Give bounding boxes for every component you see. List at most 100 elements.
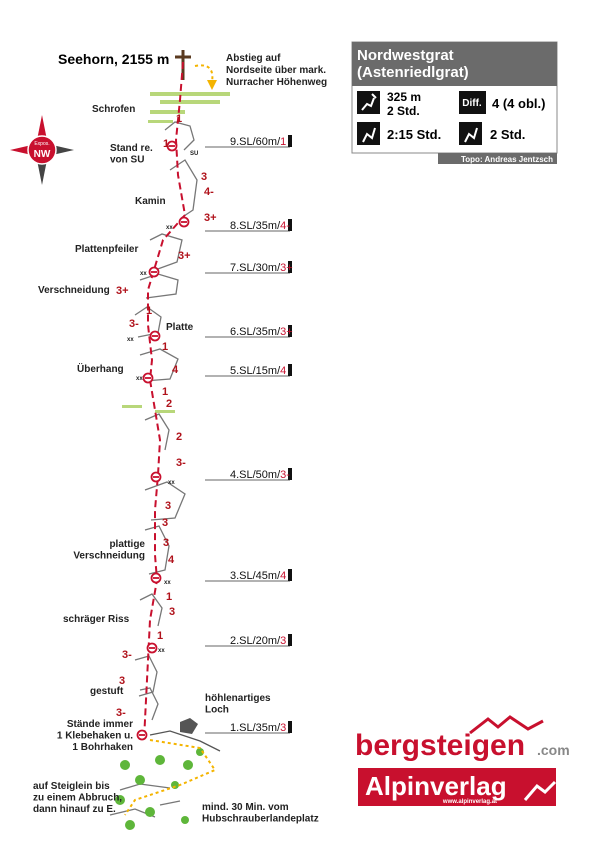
descent-note: Abstieg auf xyxy=(226,53,281,64)
feature-label: auf Steiglein bis xyxy=(33,781,110,792)
route xyxy=(143,61,187,741)
feature-label: Stand re. xyxy=(110,143,153,154)
pitch-label: 8.SL/35m/4- xyxy=(230,220,290,232)
pitch-bar xyxy=(288,364,292,376)
pitch-grade: 1 xyxy=(280,136,286,148)
anchor: xx xyxy=(136,376,143,382)
grade: 3 xyxy=(169,606,175,618)
route-title: (Astenriedlgrat) xyxy=(357,64,469,81)
pitch-grade: 4- xyxy=(280,220,290,232)
pitch-label: 5.SL/15m/4 xyxy=(230,365,286,377)
anchor: SU xyxy=(190,151,198,157)
feature-label: 1 Klebehaken u. xyxy=(57,731,133,742)
grade: 3- xyxy=(129,318,139,330)
feature-label: Plattenpfeiler xyxy=(75,244,138,255)
descent-arrow xyxy=(194,64,214,83)
summit-name: Seehorn, 2155 m xyxy=(58,51,169,67)
approach-path xyxy=(124,739,217,816)
feature-label: Überhang xyxy=(77,362,124,375)
compass-direction: NW xyxy=(34,149,51,160)
grade: 1 xyxy=(157,630,163,642)
grade: 3+ xyxy=(204,212,217,224)
feature-label: Hubschrauberlandeplatz xyxy=(202,814,319,825)
feature-label: Verschneidung xyxy=(73,551,145,562)
feature-label: 1 Bohrhaken xyxy=(72,742,133,753)
grade: 3- xyxy=(176,457,186,469)
grade: 3 xyxy=(162,517,168,529)
anchor: xx xyxy=(127,337,134,343)
pitch-label: 4.SL/50m/3- xyxy=(230,469,290,481)
feature-label: Stände immer xyxy=(67,719,133,730)
grade: 1 xyxy=(162,341,168,353)
pitch-label: 2.SL/20m/3 xyxy=(230,635,286,647)
pitch-length: 1.SL/35m/ xyxy=(230,722,281,734)
pitch-length: 2.SL/20m/ xyxy=(230,635,281,647)
pitch-bar xyxy=(288,721,292,733)
pitch-label: 3.SL/45m/4 xyxy=(230,570,286,582)
grade: 1 xyxy=(146,305,152,317)
pitch-length: 3.SL/45m/ xyxy=(230,570,281,582)
feature-label: gestuft xyxy=(90,686,124,697)
ascent-time: 2 Std. xyxy=(387,104,420,118)
publisher: Alpinverlag xyxy=(365,771,507,801)
pitch-bar xyxy=(288,325,292,337)
compass-label: Expos. xyxy=(34,141,49,147)
pitch-length: 4.SL/50m/ xyxy=(230,469,281,481)
pitch-label: 1.SL/35m/3 xyxy=(230,722,286,734)
approach-time: 2:15 Std. xyxy=(387,127,441,142)
grade: 2 xyxy=(176,431,182,443)
feature-label: dann hinauf zu E. xyxy=(33,804,116,815)
grass xyxy=(122,92,230,413)
grade: 1 xyxy=(176,113,182,125)
credit: Topo: Andreas Jentzsch xyxy=(461,155,553,164)
descent-note: Nurracher Höhenweg xyxy=(226,77,327,88)
anchor: xx xyxy=(168,480,175,486)
feature-label: Schrofen xyxy=(92,104,135,115)
pitch-length: 5.SL/15m/ xyxy=(230,365,281,377)
feature-label: plattige xyxy=(109,539,145,550)
compass: Expos. NW xyxy=(10,115,74,185)
info-box: Nordwestgrat (Astenriedlgrat) 325 m 2 St… xyxy=(351,41,558,164)
descent-note: Nordseite über mark. xyxy=(226,65,326,76)
pitch-grade: 4 xyxy=(280,570,286,582)
grade: 3 xyxy=(119,675,125,687)
logos: bergsteigen .com Alpinverlag www.alpinve… xyxy=(355,715,570,806)
difficulty: 4 (4 obl.) xyxy=(492,96,545,111)
pitch-grade: 3 xyxy=(280,635,286,647)
pitch-grade: 3- xyxy=(280,469,290,481)
grade: 1 xyxy=(163,138,169,150)
pitch-label: 6.SL/35m/3+ xyxy=(230,326,293,338)
feature-label: Verschneidung xyxy=(38,285,110,296)
feature-label: Loch xyxy=(205,705,229,716)
pitch-length: 7.SL/30m/ xyxy=(230,262,281,274)
pitch-length: 8.SL/35m/ xyxy=(230,220,281,232)
grade: 3+ xyxy=(116,285,129,297)
anchor: xx xyxy=(140,271,147,277)
cave xyxy=(180,718,198,734)
pitch-bar xyxy=(288,569,292,581)
pitch-label: 9.SL/60m/1 xyxy=(230,136,286,148)
route-title: Nordwestgrat xyxy=(357,47,454,64)
pitch-grade: 4 xyxy=(280,365,286,377)
pitch-grade: 3 xyxy=(280,722,286,734)
feature-label: höhlenartiges xyxy=(205,693,271,704)
grade: 3 xyxy=(165,500,171,512)
grade: 3- xyxy=(116,707,126,719)
pitch-grade: 3+ xyxy=(280,262,293,274)
feature-label: zu einem Abbruch, xyxy=(33,793,122,804)
feature-label: von SU xyxy=(110,155,144,166)
pitch-bar xyxy=(288,219,292,231)
pitch-label: 7.SL/30m/3+ xyxy=(230,262,293,274)
approach-grass xyxy=(115,748,204,830)
grade: 4 xyxy=(168,554,175,566)
grade: 3 xyxy=(201,171,207,183)
grade: 3+ xyxy=(178,250,191,262)
feature-label: Platte xyxy=(166,322,194,333)
pitch-grade: 3+ xyxy=(280,326,293,338)
grade: 1 xyxy=(166,591,172,603)
grade: 4 xyxy=(172,364,179,376)
pitch-length: 6.SL/35m/ xyxy=(230,326,281,338)
feature-label: mind. 30 Min. vom xyxy=(202,802,289,813)
pitch-bar xyxy=(288,634,292,646)
